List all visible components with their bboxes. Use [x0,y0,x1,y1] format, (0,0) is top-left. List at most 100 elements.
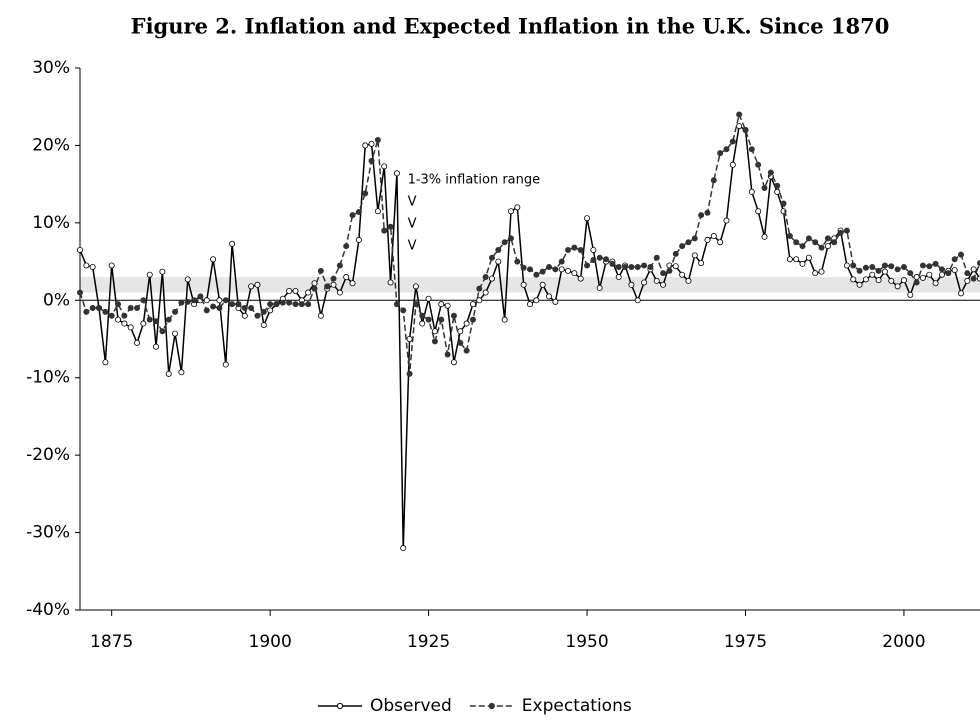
legend-marker [336,702,344,710]
point [115,316,122,323]
point [476,297,483,304]
point [305,301,312,308]
point [298,301,305,308]
y-tick-label: 20% [32,135,70,155]
point [482,274,489,281]
point [786,256,793,263]
point [127,324,134,331]
point [159,268,166,275]
legend-item: Expectations [469,696,632,716]
point [932,280,939,287]
point [146,316,153,323]
point [717,239,724,246]
point [96,305,103,312]
point [641,279,648,286]
point [507,208,514,215]
point [89,305,96,312]
point [412,301,419,308]
point [222,361,229,368]
point [260,308,267,315]
x-tick-label: 2000 [882,632,925,652]
point [349,280,356,287]
point [818,268,825,275]
point [679,271,686,278]
point [374,208,381,215]
point [362,142,369,149]
point [755,208,762,215]
point [444,351,451,358]
shaded-range [80,277,980,293]
legend-marker [488,702,495,710]
point [900,263,907,270]
point [419,320,426,327]
point [869,263,876,270]
point [761,233,768,240]
point [520,264,527,271]
point [856,281,863,288]
point [83,308,90,315]
point [305,289,312,296]
x-tick-label: 1875 [90,632,133,652]
point [393,170,400,177]
point [761,185,768,192]
point [292,301,299,308]
point [710,177,717,184]
point [134,305,141,312]
point [476,285,483,292]
point [571,244,578,251]
point [241,305,248,312]
y-tick-label: -30% [26,523,70,543]
point [875,267,882,274]
point [634,263,641,270]
point [793,256,800,263]
point [799,260,806,267]
point [488,254,495,261]
point [520,281,527,288]
point [324,283,331,290]
y-tick-label: -10% [26,368,70,388]
point [336,262,343,269]
point [210,303,217,310]
point [431,338,438,345]
point [913,274,920,281]
point [590,257,597,264]
point [596,284,603,291]
point [894,283,901,290]
point [279,299,286,306]
point [767,169,774,176]
chart-title: Figure 2. Inflation and Expected Inflati… [131,14,890,39]
point [729,161,736,168]
x-tick-label: 1925 [407,632,450,652]
point [812,270,819,277]
point [881,262,888,269]
point [514,258,521,265]
point [628,263,635,270]
point [260,322,267,329]
point [596,254,603,261]
point [368,140,375,147]
point [938,271,945,278]
point [679,243,686,250]
point [406,335,413,342]
point [736,111,743,118]
point [336,289,343,296]
point [824,235,831,242]
point [406,370,413,377]
point [495,258,502,265]
point [672,250,679,257]
point [590,246,597,253]
point [919,262,926,269]
point [248,283,255,290]
point [469,301,476,308]
point [831,239,838,246]
point [685,239,692,246]
point [286,299,293,306]
point [419,312,426,319]
point [438,301,445,308]
point [450,312,457,319]
point [210,256,217,263]
point [875,277,882,284]
point [197,293,204,300]
point [977,275,980,282]
point [856,267,863,274]
